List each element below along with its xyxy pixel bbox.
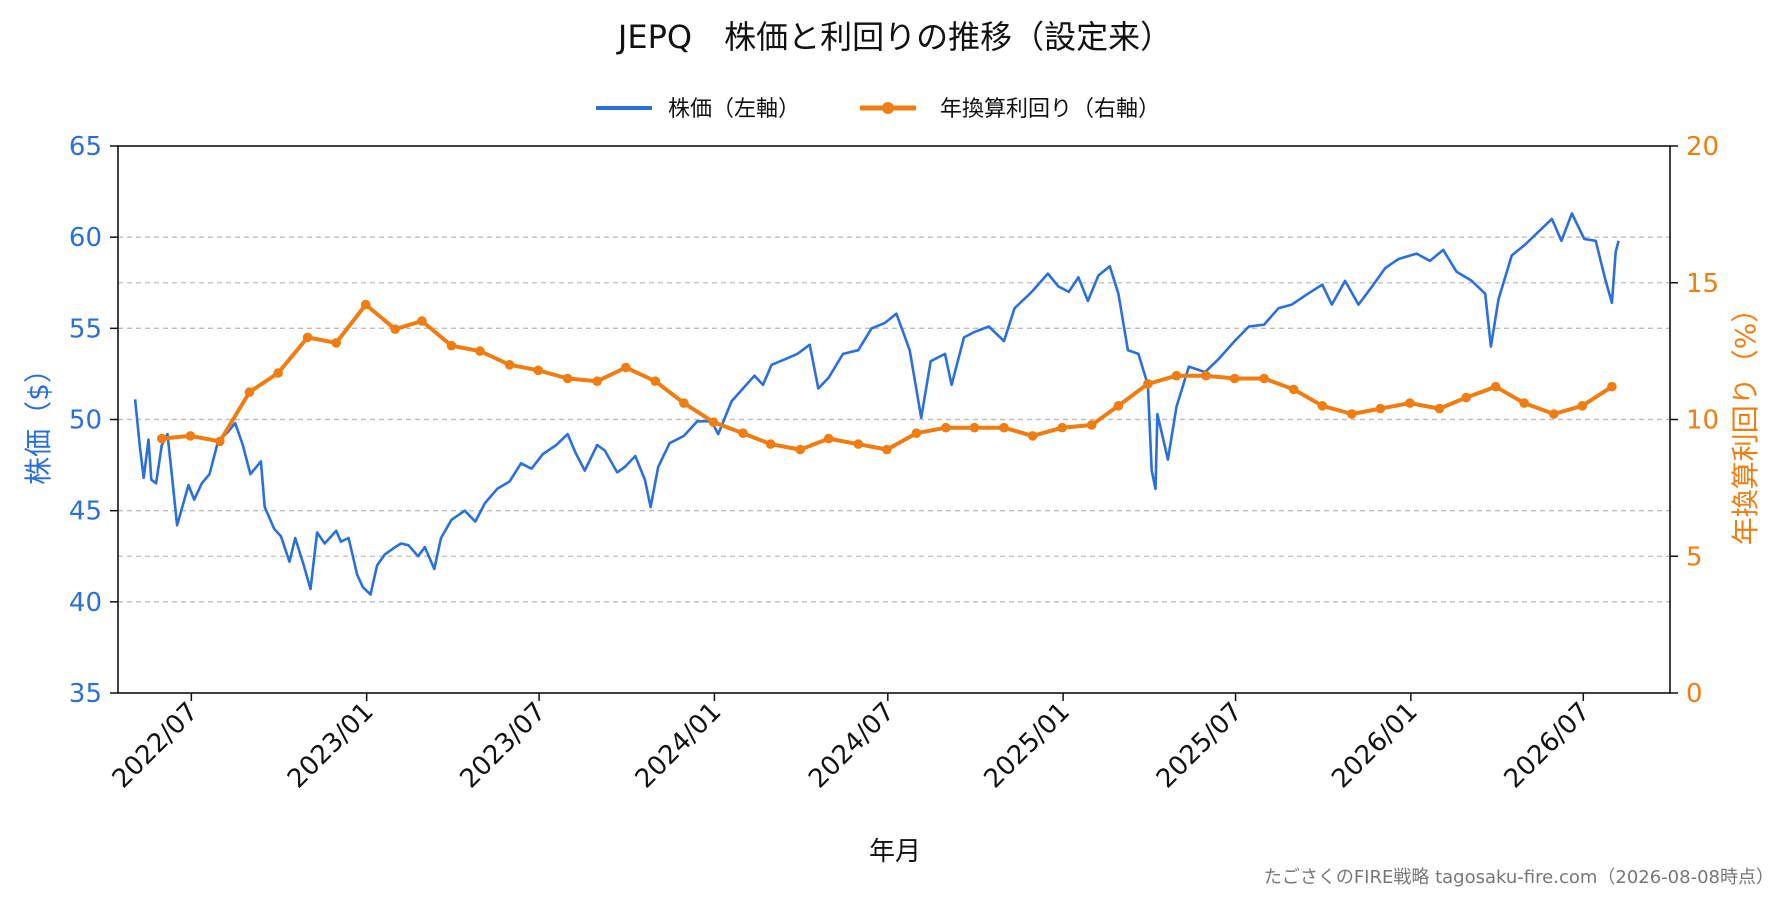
yield-point (504, 360, 515, 370)
yield-point (969, 422, 980, 433)
y-tick-right-label: 5 (1686, 542, 1703, 572)
yield-point (331, 338, 342, 348)
y-tick-right-label: 10 (1686, 406, 1719, 436)
x-tick-label: 2024/07 (803, 697, 901, 795)
yield-point (390, 324, 401, 335)
x-axis-label: 年月 (869, 837, 921, 867)
x-tick-label: 2025/01 (978, 697, 1076, 795)
x-tick-label: 2026/07 (1499, 697, 1597, 795)
yield-line (161, 302, 1613, 452)
price-series-layer (133, 212, 1620, 596)
yield-point (823, 433, 834, 444)
yield-point (475, 346, 485, 356)
yield-point (273, 368, 283, 378)
yield-point (679, 398, 689, 408)
yield-point (1229, 373, 1240, 384)
yield-point (1347, 409, 1357, 419)
yield-point (708, 417, 719, 428)
grid-layer (118, 236, 1670, 603)
x-tick-label: 2023/07 (454, 697, 552, 795)
footer-credit: たごさくのFIRE戦略 tagosaku-fire.com（2026-08-08… (1264, 867, 1774, 888)
x-tick-label: 2026/01 (1326, 697, 1424, 795)
yield-point (1434, 403, 1445, 414)
yield-point (1549, 409, 1559, 419)
yield-point (795, 444, 805, 455)
yield-point (1086, 420, 1097, 430)
yield-point (562, 373, 573, 384)
x-tick-label: 2022/07 (107, 697, 205, 795)
yield-point (302, 332, 313, 343)
yield-point (1259, 373, 1269, 384)
yield-point (621, 362, 631, 373)
yield-point (1288, 384, 1299, 395)
yield-point (1405, 398, 1415, 408)
yield-point (215, 436, 225, 447)
y-axis-label-right: 年換算利回り（%） (1729, 295, 1762, 546)
yield-point (1317, 401, 1328, 411)
y-tick-left-label: 65 (69, 132, 102, 162)
yield-point (1113, 401, 1124, 411)
yield-point (592, 376, 602, 387)
y-tick-left-label: 35 (69, 679, 102, 709)
yield-point (1375, 403, 1386, 414)
yield-point (446, 340, 457, 351)
yield-point (1143, 379, 1153, 389)
y-tick-left-label: 55 (69, 314, 102, 344)
yield-point (1577, 401, 1588, 411)
y-tick-right-label: 15 (1686, 269, 1719, 299)
yield-point (882, 444, 892, 455)
legend-yield-marker (882, 102, 894, 114)
yield-point (1519, 398, 1529, 408)
y-tick-left-label: 50 (69, 406, 102, 436)
yield-point (157, 433, 167, 444)
yield-point (941, 422, 951, 433)
axes-layer: 35 40 45 50 55 60 65 0 5 10 15 20 2022/07 2023/01 2023… (69, 132, 1719, 794)
x-tick-label: 2025/07 (1151, 697, 1249, 795)
y-tick-right-label: 20 (1686, 132, 1719, 162)
yield-point (738, 428, 748, 439)
yield-point (1490, 381, 1501, 392)
yield-point (1461, 392, 1471, 403)
x-tick-label: 2024/01 (630, 697, 728, 795)
yield-point (765, 439, 776, 449)
y-tick-left-label: 40 (69, 588, 102, 618)
x-tick-label: 2023/01 (282, 697, 380, 795)
y-tick-right-label: 0 (1686, 679, 1703, 709)
yield-point (1057, 422, 1067, 433)
yield-point (1201, 370, 1211, 381)
yield-point (999, 422, 1009, 433)
yield-series-layer (157, 299, 1617, 455)
yield-point (360, 299, 371, 310)
yield-point (533, 365, 543, 376)
price-line (133, 212, 1620, 596)
yield-point (1607, 381, 1617, 392)
yield-point (417, 316, 427, 326)
yield-point (853, 439, 864, 449)
legend: 株価（左軸） 年換算利回り（右軸） (596, 97, 1160, 122)
chart-title: JEPQ 株価と利回りの推移（設定来） (616, 18, 1172, 56)
legend-price-label: 株価（左軸） (668, 97, 800, 122)
yield-point (1027, 431, 1038, 441)
y-tick-left-label: 60 (69, 223, 102, 253)
yield-point (650, 376, 661, 387)
yield-point (911, 428, 922, 439)
y-axis-label-left: 株価（$） (22, 355, 55, 485)
yield-point (185, 431, 196, 441)
legend-yield-label: 年換算利回り（右軸） (940, 97, 1160, 122)
yield-point (1171, 370, 1182, 381)
y-tick-left-label: 45 (69, 497, 102, 527)
yield-point (244, 387, 255, 397)
